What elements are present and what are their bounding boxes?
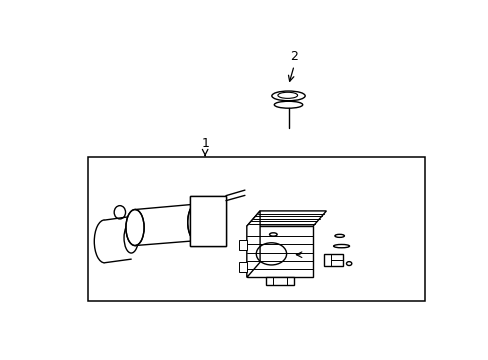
Bar — [189, 195, 225, 246]
Polygon shape — [239, 240, 246, 250]
Polygon shape — [246, 211, 326, 226]
Polygon shape — [239, 262, 246, 272]
Polygon shape — [246, 211, 260, 278]
Polygon shape — [246, 226, 312, 278]
Polygon shape — [189, 195, 225, 246]
Ellipse shape — [126, 210, 144, 246]
Polygon shape — [265, 278, 294, 285]
Bar — [323, 255, 343, 266]
Ellipse shape — [187, 203, 207, 242]
Text: 2: 2 — [290, 50, 298, 63]
Bar — [87, 157, 424, 301]
Text: 1: 1 — [201, 137, 209, 150]
